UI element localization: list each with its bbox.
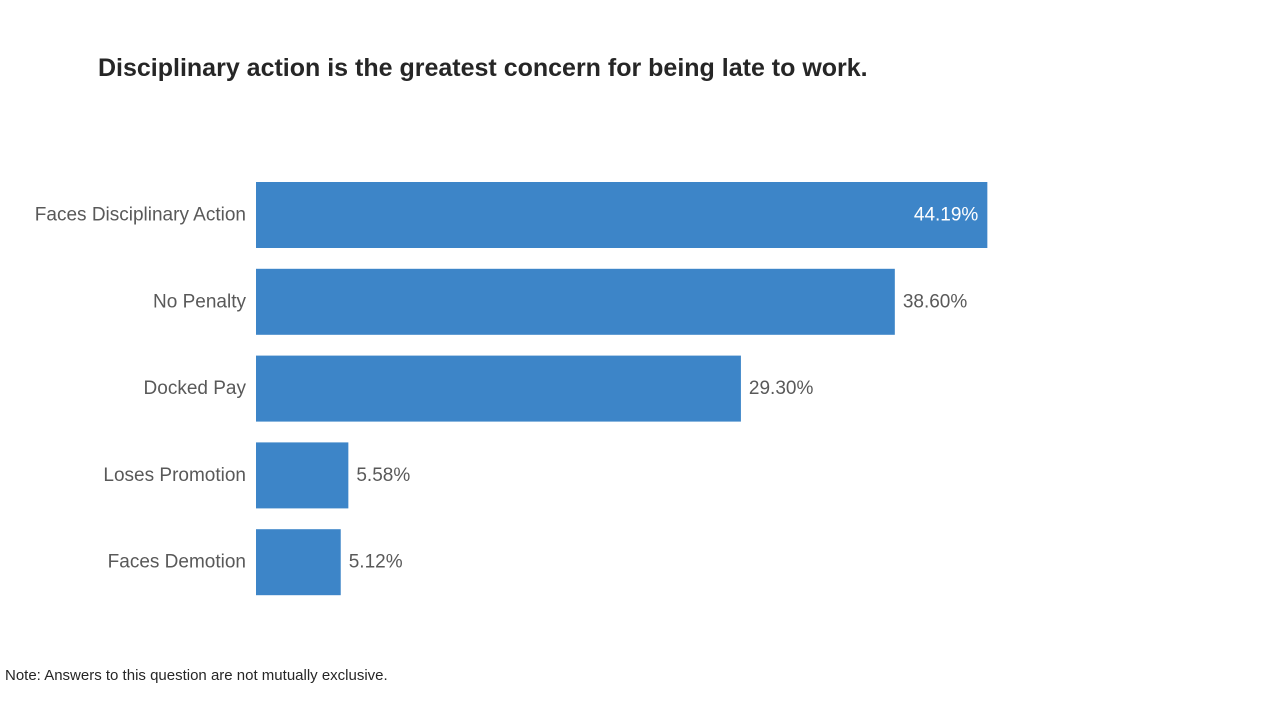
value-label-loses-promotion: 5.58% (356, 465, 410, 486)
value-label-faces-demotion: 5.12% (349, 552, 403, 573)
category-label-docked-pay: Docked Pay (144, 378, 247, 399)
bar-no-penalty (256, 268, 895, 335)
category-label-faces-disciplinary-action: Faces Disciplinary Action (35, 205, 246, 226)
chart-note: Note: Answers to this question are not m… (5, 667, 388, 684)
value-label-no-penalty: 38.60% (903, 291, 968, 312)
category-label-no-penalty: No Penalty (153, 291, 246, 312)
value-label-docked-pay: 29.30% (749, 378, 814, 399)
bar-faces-demotion (256, 529, 341, 596)
chart-title: Disciplinary action is the greatest conc… (98, 54, 868, 82)
bar-docked-pay (256, 355, 741, 422)
category-label-loses-promotion: Loses Promotion (103, 465, 246, 486)
bar-loses-promotion (256, 442, 349, 509)
value-label-faces-disciplinary-action: 44.19% (914, 205, 979, 226)
bar-faces-disciplinary-action (256, 182, 988, 248)
category-label-faces-demotion: Faces Demotion (108, 552, 246, 573)
